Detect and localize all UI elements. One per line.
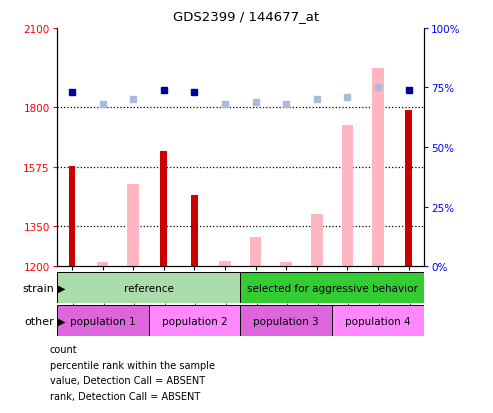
Text: ▶: ▶	[58, 316, 65, 326]
Bar	[241, 273, 424, 304]
Text: GDS2399 / 144677_at: GDS2399 / 144677_at	[174, 10, 319, 23]
Text: selected for aggressive behavior: selected for aggressive behavior	[246, 283, 418, 293]
Bar	[372, 69, 384, 266]
Text: ▶: ▶	[58, 283, 65, 293]
Bar	[148, 306, 241, 337]
Bar	[332, 306, 424, 337]
Text: reference: reference	[124, 283, 174, 293]
Bar	[281, 262, 292, 266]
Text: rank, Detection Call = ABSENT: rank, Detection Call = ABSENT	[50, 391, 200, 401]
Text: percentile rank within the sample: percentile rank within the sample	[50, 360, 214, 370]
Bar	[127, 185, 139, 266]
Bar	[97, 262, 108, 266]
Text: population 2: population 2	[162, 316, 227, 326]
Bar	[160, 152, 167, 266]
Text: population 4: population 4	[345, 316, 411, 326]
Text: other: other	[25, 316, 54, 326]
Bar	[342, 125, 353, 266]
Text: count: count	[50, 344, 77, 354]
Bar	[57, 273, 241, 304]
Bar	[311, 215, 323, 266]
Bar	[241, 306, 332, 337]
Bar	[191, 195, 198, 266]
Text: strain: strain	[22, 283, 54, 293]
Bar	[250, 237, 261, 266]
Bar	[57, 306, 148, 337]
Bar	[219, 261, 231, 266]
Bar	[69, 166, 75, 266]
Text: population 1: population 1	[70, 316, 136, 326]
Text: population 3: population 3	[253, 316, 319, 326]
Bar	[405, 111, 412, 266]
Text: value, Detection Call = ABSENT: value, Detection Call = ABSENT	[50, 375, 205, 385]
